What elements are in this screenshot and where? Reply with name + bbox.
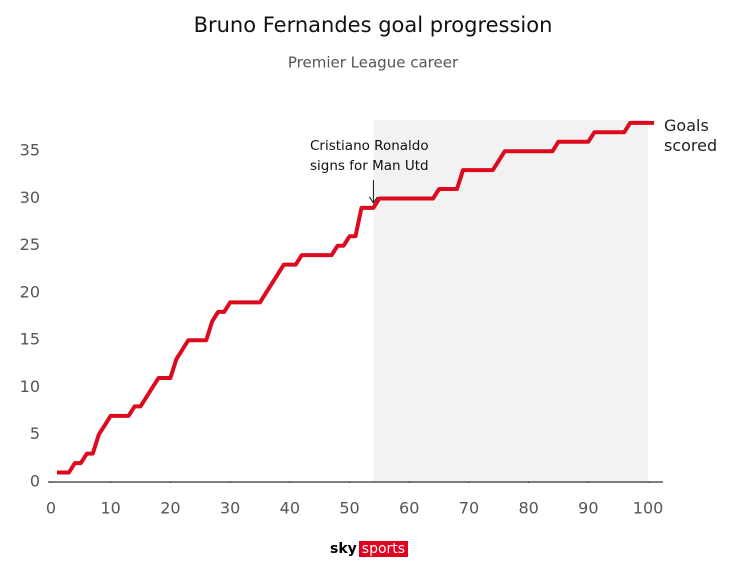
x-tick-label: 30 bbox=[220, 499, 240, 518]
x-tick-label: 90 bbox=[578, 499, 598, 518]
chart-title: Bruno Fernandes goal progression bbox=[194, 13, 553, 37]
x-tick-label: 60 bbox=[399, 499, 419, 518]
y-tick-label: 10 bbox=[20, 377, 40, 396]
x-tick-label: 50 bbox=[339, 499, 359, 518]
x-tick-label: 70 bbox=[459, 499, 479, 518]
x-tick-label: 80 bbox=[518, 499, 538, 518]
shaded-region bbox=[373, 120, 649, 482]
y-tick-label: 5 bbox=[30, 424, 40, 443]
logo: sky sports bbox=[330, 541, 409, 557]
series-label: Goals scored bbox=[664, 116, 718, 155]
y-tick-label: 15 bbox=[20, 330, 40, 349]
annotation-line: Cristiano Ronaldo bbox=[310, 138, 429, 154]
y-tick-label: 35 bbox=[20, 141, 40, 160]
chart-subtitle: Premier League career bbox=[288, 54, 459, 72]
x-tick-label: 0 bbox=[46, 499, 56, 518]
x-tick-label: 20 bbox=[160, 499, 180, 518]
annotation-line: signs for Man Utd bbox=[310, 158, 429, 174]
y-tick-label: 0 bbox=[30, 472, 40, 491]
annotation-arrowhead bbox=[368, 196, 378, 204]
annotation: Cristiano Ronaldo signs for Man Utd bbox=[310, 136, 450, 176]
logo-product: sports bbox=[358, 541, 409, 557]
series-line bbox=[56, 120, 655, 475]
x-tick-label: 10 bbox=[101, 499, 121, 518]
y-tick-label: 20 bbox=[20, 282, 40, 301]
y-tick-label: 25 bbox=[20, 235, 40, 254]
x-tick-label: 100 bbox=[633, 499, 664, 518]
y-tick-label: 30 bbox=[20, 188, 40, 207]
x-tick-label: 40 bbox=[280, 499, 300, 518]
logo-brand: sky bbox=[330, 541, 357, 557]
